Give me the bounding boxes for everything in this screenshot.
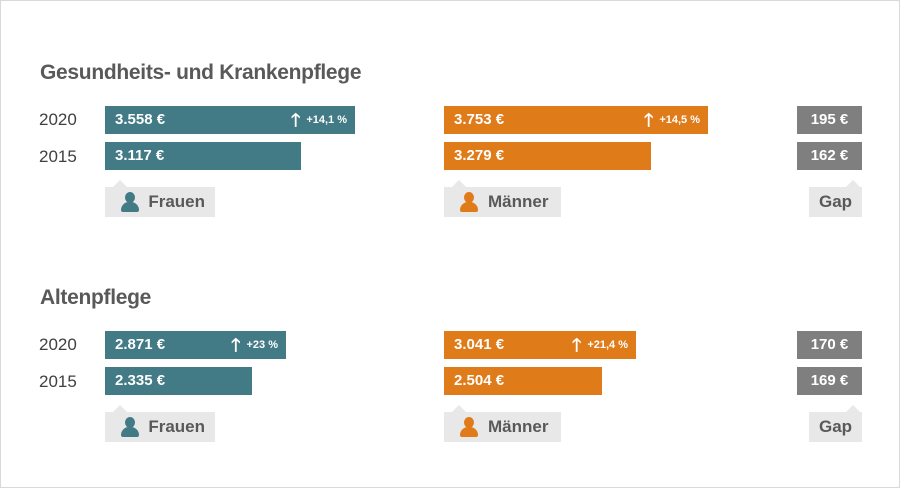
bar-value: 2.504 €	[454, 372, 505, 389]
legend-label: Männer	[488, 192, 549, 211]
bar-value: 3.279 €	[454, 147, 505, 164]
legend-label: Frauen	[148, 417, 205, 436]
change-value: +14,1 %	[306, 114, 347, 126]
bar-value: 3.753 €	[454, 111, 505, 128]
legend-label: Gap	[818, 417, 853, 436]
bar-frauen-2020: 2.871 € 🡑 +23 %	[105, 331, 286, 359]
change-value: +14,5 %	[659, 114, 700, 126]
woman-icon	[121, 192, 139, 212]
gap-2015: 169 €	[797, 367, 862, 395]
arrow-up-icon: 🡑	[571, 335, 582, 355]
bar-frauen-2015: 2.335 €	[105, 367, 252, 395]
bar-maenner-2020: 3.041 € 🡑 +21,4 %	[444, 331, 636, 359]
bar-value: 2.335 €	[115, 372, 166, 389]
legend-gap: Gap	[809, 180, 862, 217]
arrow-up-icon: 🡑	[643, 110, 654, 130]
year-label: 2015	[39, 372, 77, 391]
change-indicator: 🡑 +21,4 %	[572, 331, 628, 359]
legend-maenner: Männer	[444, 405, 561, 442]
bar-maenner-2015: 2.504 €	[444, 367, 602, 395]
change-value: +21,4 %	[587, 339, 628, 351]
bar-maenner-2015: 3.279 €	[444, 142, 651, 170]
legend-label: Männer	[488, 417, 549, 436]
arrow-up-icon: 🡑	[231, 335, 241, 355]
change-indicator: 🡑 +14,5 %	[644, 106, 700, 134]
section-title: Altenpflege	[40, 286, 152, 309]
legend-label: Frauen	[148, 192, 205, 211]
man-icon	[460, 417, 478, 437]
year-label: 2020	[39, 335, 77, 354]
gap-2015: 162 €	[797, 142, 862, 170]
legend-gap: Gap	[809, 405, 862, 442]
change-indicator: 🡑 +14,1 %	[291, 106, 347, 134]
bar-frauen-2020: 3.558 € 🡑 +14,1 %	[105, 106, 355, 134]
bar-frauen-2015: 3.117 €	[105, 142, 301, 170]
gap-2020: 195 €	[797, 106, 862, 134]
man-icon	[460, 192, 478, 212]
gap-2020: 170 €	[797, 331, 862, 359]
woman-icon	[121, 417, 139, 437]
year-label: 2015	[39, 147, 77, 166]
change-value: +23 %	[246, 339, 279, 351]
bar-value: 2.871 €	[115, 336, 166, 353]
bar-value: 3.558 €	[115, 111, 166, 128]
legend-frauen: Frauen	[105, 405, 215, 442]
legend-label: Gap	[818, 192, 853, 211]
legend-frauen: Frauen	[105, 180, 215, 217]
bar-maenner-2020: 3.753 € 🡑 +14,5 %	[444, 106, 708, 134]
year-label: 2020	[39, 110, 77, 129]
change-indicator: 🡑 +23 %	[231, 331, 278, 359]
bar-value: 3.041 €	[454, 336, 505, 353]
bar-value: 3.117 €	[115, 147, 165, 164]
legend-maenner: Männer	[444, 180, 561, 217]
section-title: Gesundheits- und Krankenpflege	[40, 61, 362, 84]
arrow-up-icon: 🡑	[290, 110, 301, 130]
